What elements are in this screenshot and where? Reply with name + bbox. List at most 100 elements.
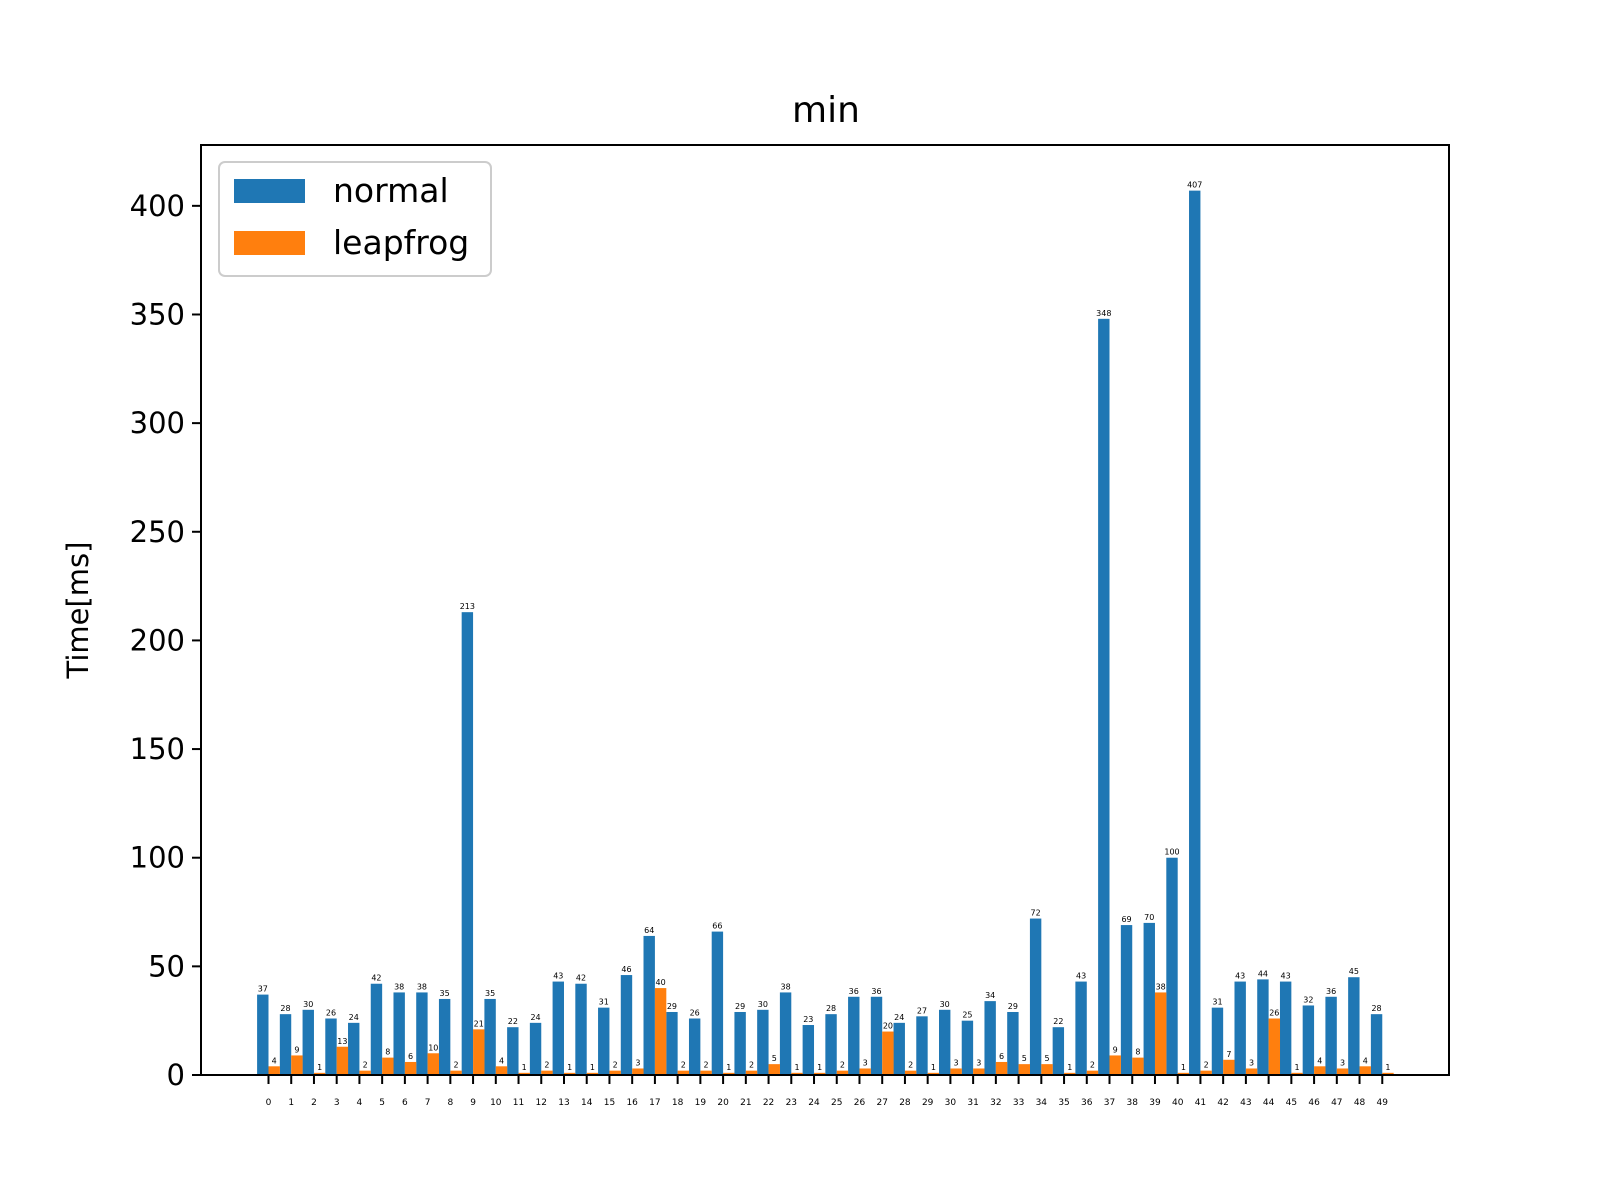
data-label-normal-41: 407 bbox=[1187, 181, 1202, 190]
data-label-normal-44: 44 bbox=[1258, 969, 1268, 978]
data-label-normal-40: 100 bbox=[1164, 848, 1179, 857]
bar-leapfrog-14 bbox=[586, 1072, 599, 1075]
bar-leapfrog-8 bbox=[450, 1070, 462, 1075]
x-tick-label-29: 29 bbox=[922, 1098, 934, 1108]
bar-normal-10 bbox=[484, 998, 496, 1075]
data-label-normal-36: 43 bbox=[1076, 972, 1086, 981]
bar-normal-7 bbox=[416, 992, 428, 1075]
bar-normal-16 bbox=[620, 975, 633, 1075]
bar-normal-27 bbox=[870, 996, 883, 1075]
data-label-normal-11: 22 bbox=[508, 1017, 518, 1026]
data-label-normal-15: 31 bbox=[599, 998, 609, 1007]
data-label-normal-25: 28 bbox=[826, 1004, 836, 1013]
data-label-leapfrog-8: 2 bbox=[453, 1061, 458, 1070]
bar-normal-15 bbox=[598, 1007, 610, 1075]
bar-normal-29 bbox=[916, 1016, 928, 1075]
data-label-normal-34: 72 bbox=[1031, 909, 1041, 918]
data-label-leapfrog-25: 2 bbox=[840, 1061, 845, 1070]
bar-normal-49 bbox=[1370, 1014, 1383, 1075]
y-tick-label-50: 50 bbox=[148, 949, 185, 983]
bar-leapfrog-36 bbox=[1086, 1070, 1099, 1075]
bar-normal-45 bbox=[1279, 981, 1292, 1075]
x-tick-label-27: 27 bbox=[876, 1098, 887, 1108]
data-label-leapfrog-21: 2 bbox=[749, 1061, 754, 1070]
bar-normal-40 bbox=[1166, 857, 1178, 1075]
bar-normal-20 bbox=[711, 931, 724, 1075]
x-tick-label-37: 37 bbox=[1104, 1098, 1115, 1108]
data-label-normal-17: 64 bbox=[644, 926, 654, 935]
bar-leapfrog-42 bbox=[1223, 1059, 1235, 1075]
bar-normal-47 bbox=[1325, 996, 1337, 1075]
data-label-leapfrog-9: 21 bbox=[474, 1019, 484, 1028]
x-axis: 0 1 2 3 4 5 6 7 8 9 10 11 12 13 14 15 16 17 18 19 20 21 22 23 24… bbox=[266, 1075, 1388, 1108]
legend: normal leapfrog bbox=[218, 161, 492, 277]
bar-leapfrog-12 bbox=[541, 1070, 553, 1075]
data-label-leapfrog-20: 1 bbox=[726, 1063, 731, 1072]
data-label-normal-45: 43 bbox=[1281, 972, 1291, 981]
data-label-normal-5: 42 bbox=[371, 974, 381, 983]
bar-normal-21 bbox=[734, 1011, 746, 1075]
bar-normal-31 bbox=[961, 1020, 974, 1075]
data-label-leapfrog-32: 6 bbox=[999, 1052, 1004, 1061]
data-label-normal-43: 43 bbox=[1235, 972, 1245, 981]
data-label-leapfrog-46: 4 bbox=[1317, 1056, 1322, 1065]
bar-normal-8 bbox=[438, 998, 451, 1075]
x-tick-label-30: 30 bbox=[945, 1098, 957, 1108]
legend-label-normal: normal bbox=[333, 171, 449, 210]
bar-leapfrog-49 bbox=[1382, 1072, 1394, 1075]
plot-area-frame bbox=[200, 144, 1450, 1076]
bar-normal-26 bbox=[848, 996, 860, 1075]
data-label-normal-49: 28 bbox=[1371, 1004, 1381, 1013]
bar-leapfrog-19 bbox=[700, 1070, 712, 1075]
bar-normal-46 bbox=[1302, 1005, 1315, 1075]
bar-leapfrog-16 bbox=[632, 1068, 644, 1075]
data-label-leapfrog-12: 2 bbox=[544, 1061, 549, 1070]
y-tick-label-0: 0 bbox=[167, 1058, 185, 1092]
bar-leapfrog-34 bbox=[1041, 1064, 1053, 1075]
bar-normal-5 bbox=[370, 983, 383, 1075]
data-label-leapfrog-37: 9 bbox=[1113, 1045, 1118, 1054]
data-label-normal-13: 43 bbox=[553, 972, 563, 981]
data-label-normal-37: 348 bbox=[1096, 309, 1111, 318]
data-label-normal-28: 24 bbox=[894, 1013, 904, 1022]
data-label-leapfrog-22: 5 bbox=[772, 1054, 777, 1063]
bar-leapfrog-0 bbox=[268, 1066, 280, 1075]
bar-normal-17 bbox=[643, 935, 655, 1075]
data-label-normal-29: 27 bbox=[917, 1006, 927, 1015]
bar-normal-44 bbox=[1257, 979, 1269, 1075]
x-tick-label-13: 13 bbox=[558, 1098, 569, 1108]
x-tick-label-34: 34 bbox=[1036, 1098, 1048, 1108]
bar-leapfrog-2 bbox=[313, 1072, 326, 1075]
data-label-leapfrog-26: 3 bbox=[863, 1058, 868, 1067]
bar-leapfrog-45 bbox=[1291, 1072, 1303, 1075]
bar-normal-32 bbox=[984, 1001, 996, 1075]
bar-normal-23 bbox=[779, 992, 792, 1075]
data-label-leapfrog-43: 3 bbox=[1249, 1058, 1254, 1067]
bar-leapfrog-4 bbox=[359, 1070, 371, 1075]
data-label-leapfrog-18: 2 bbox=[681, 1061, 686, 1070]
x-tick-label-38: 38 bbox=[1127, 1098, 1139, 1108]
bar-normal-14 bbox=[575, 983, 587, 1075]
data-label-leapfrog-0: 4 bbox=[272, 1056, 277, 1065]
bar-normal-34 bbox=[1029, 918, 1042, 1075]
data-label-normal-14: 42 bbox=[576, 974, 586, 983]
bar-normal-30 bbox=[939, 1009, 951, 1075]
bar-leapfrog-30 bbox=[950, 1068, 962, 1075]
bar-normal-28 bbox=[893, 1022, 905, 1075]
data-label-normal-48: 45 bbox=[1349, 967, 1359, 976]
bar-leapfrog-46 bbox=[1314, 1066, 1326, 1075]
x-tick-label-12: 12 bbox=[536, 1098, 547, 1108]
bar-leapfrog-9 bbox=[473, 1029, 485, 1075]
bar-normal-9 bbox=[461, 612, 474, 1075]
data-label-leapfrog-35: 1 bbox=[1067, 1063, 1072, 1072]
data-label-normal-42: 31 bbox=[1212, 998, 1222, 1007]
y-tick-label-250: 250 bbox=[130, 515, 185, 549]
x-tick-label-47: 47 bbox=[1331, 1098, 1342, 1108]
x-tick-label-4: 4 bbox=[357, 1098, 363, 1108]
data-label-normal-20: 66 bbox=[712, 922, 722, 931]
data-label-normal-38: 69 bbox=[1121, 915, 1131, 924]
data-label-normal-18: 29 bbox=[667, 1002, 677, 1011]
bar-normal-1 bbox=[279, 1014, 292, 1075]
bar-normal-36 bbox=[1075, 981, 1087, 1075]
data-label-normal-46: 32 bbox=[1303, 995, 1313, 1004]
